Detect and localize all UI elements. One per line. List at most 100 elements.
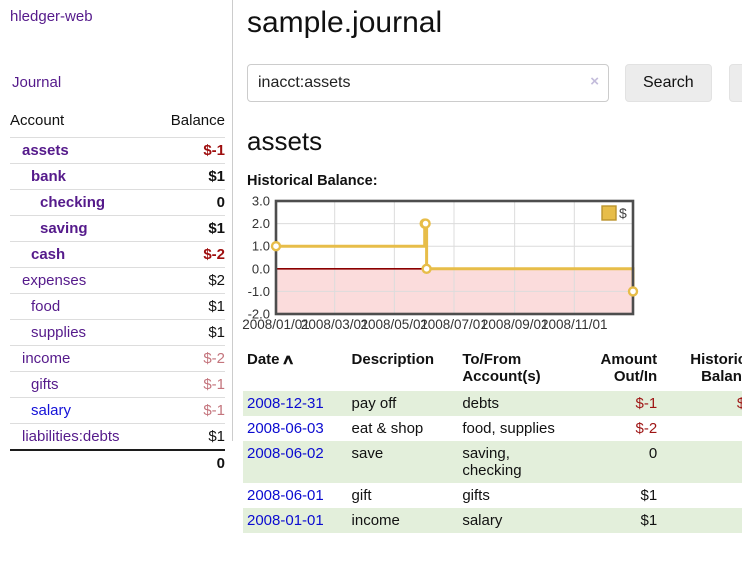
sidebar-account-link[interactable]: liabilities:debts — [22, 428, 120, 445]
sidebar-account-link[interactable]: supplies — [31, 324, 87, 341]
register-table: Date∧ Description To/From Account(s) Amo… — [243, 349, 742, 533]
search-input[interactable] — [247, 64, 609, 102]
y-tick-label: -1.0 — [248, 284, 270, 299]
accounts-column-balance: Balance — [170, 112, 225, 129]
sidebar-account-link[interactable]: cash — [31, 246, 66, 263]
sidebar-account-link[interactable]: food — [31, 298, 61, 315]
app-window: hledger-web Journal Account Balance asse… — [0, 0, 742, 533]
transaction-balance: $2 — [662, 441, 742, 483]
transaction-description: eat & shop — [351, 420, 424, 437]
transaction-date-link[interactable]: 2008-06-03 — [247, 420, 324, 437]
column-description: Description — [351, 351, 435, 368]
x-tick-label: 2008/01/01 — [242, 317, 310, 332]
x-tick-label: 2008/09/01 — [481, 317, 549, 332]
transaction-accounts: food, supplies — [462, 420, 555, 437]
y-tick-label: 0.0 — [252, 261, 270, 276]
transaction-date-link[interactable]: 2008-06-02 — [247, 445, 324, 462]
transaction-amount: $1 — [640, 487, 658, 504]
search-box: × — [247, 64, 609, 102]
search-form: × Search ? — [247, 64, 742, 102]
sidebar: hledger-web Journal Account Balance asse… — [0, 0, 233, 476]
transaction-balance: $1 — [662, 508, 742, 533]
column-amount: Amount Out/In — [600, 351, 658, 385]
page-title: sample.journal — [247, 6, 443, 39]
help-button[interactable]: ? — [728, 64, 742, 102]
transaction-amount: 0 — [648, 445, 658, 462]
column-balance: Historical Balance — [690, 351, 742, 385]
transaction-date-link[interactable]: 2008-01-01 — [247, 512, 324, 529]
transaction-description: pay off — [351, 395, 397, 412]
register-row: 2008-06-02 save saving, checking 0$2 — [243, 441, 742, 483]
transaction-accounts: salary — [462, 512, 503, 529]
sidebar-account-link[interactable]: expenses — [22, 272, 87, 289]
account-balance: $-1 — [153, 137, 225, 164]
register-row: 2008-01-01 income salary $1$1 — [243, 508, 742, 533]
accounts-total-spacer — [10, 449, 154, 476]
transaction-description: income — [351, 512, 400, 529]
chart-title: Historical Balance: — [247, 173, 378, 189]
sidebar-account-link[interactable]: checking — [40, 194, 106, 211]
transaction-date-link[interactable]: 2008-12-31 — [247, 395, 324, 412]
historical-balance-chart[interactable]: $3.0 2.0 1.0 0.0 -1.0 -2.02008/01/012008/03/0… — [242, 194, 647, 333]
register-header-row: Date∧ Description To/From Account(s) Amo… — [243, 349, 742, 391]
sidebar-account-link[interactable]: gifts — [31, 376, 59, 393]
transaction-balance: $2 — [662, 483, 742, 508]
sidebar-account-link[interactable]: saving — [40, 220, 88, 237]
column-date[interactable]: Date∧ — [247, 351, 295, 368]
account-balance: $2 — [153, 267, 225, 294]
transaction-balance: $-1 — [736, 395, 742, 412]
sidebar-item-journal[interactable]: Journal — [12, 74, 62, 91]
transaction-description: save — [351, 445, 384, 462]
accounts-total-row: 0 — [10, 449, 225, 476]
column-accounts: To/From Account(s) — [462, 351, 541, 385]
brand-link[interactable]: hledger-web — [10, 8, 93, 25]
account-balance: $1 — [153, 163, 225, 190]
transaction-amount: $-2 — [635, 420, 658, 437]
x-tick-label: 2008/07/01 — [420, 317, 488, 332]
account-row: supplies $1 — [10, 319, 225, 346]
x-tick-label: 2008/05/01 — [361, 317, 429, 332]
account-row: checking 0 — [10, 189, 225, 216]
account-balance: $1 — [153, 293, 225, 320]
y-tick-label: -2.0 — [248, 307, 270, 322]
account-row: expenses $2 — [10, 267, 225, 294]
register-row: 2008-06-01 gift gifts $1$2 — [243, 483, 742, 508]
account-balance: $-2 — [153, 345, 225, 372]
transaction-accounts: saving, checking — [462, 445, 522, 479]
account-row: cash $-2 — [10, 241, 225, 268]
y-tick-label: 1.0 — [252, 239, 270, 254]
plot-border — [274, 199, 635, 316]
register-row: 2008-06-03 eat & shop food, supplies $-20 — [243, 416, 742, 441]
transaction-description: gift — [351, 487, 372, 504]
transaction-accounts: debts — [462, 395, 500, 412]
account-row: food $1 — [10, 293, 225, 320]
account-row: liabilities:debts $1 — [10, 423, 225, 450]
data-point — [270, 241, 282, 252]
transaction-accounts: gifts — [462, 487, 490, 504]
account-row: saving $1 — [10, 215, 225, 242]
sidebar-account-link[interactable]: income — [22, 350, 71, 367]
account-row: bank $1 — [10, 163, 225, 190]
account-row: salary $-1 — [10, 397, 225, 424]
sidebar-account-link[interactable]: salary — [31, 402, 72, 419]
accounts-header-row: Account Balance — [10, 112, 225, 138]
account-row: gifts $-1 — [10, 371, 225, 398]
y-tick-label: 2.0 — [252, 216, 270, 231]
account-balance: $-1 — [153, 371, 225, 398]
transaction-amount: $1 — [640, 512, 658, 529]
y-tick-label: 3.0 — [252, 194, 270, 209]
account-balance: $1 — [153, 423, 225, 450]
clear-search-icon[interactable]: × — [590, 73, 599, 90]
x-tick-label: 2008/03/01 — [301, 317, 369, 332]
account-balance: $1 — [153, 319, 225, 346]
search-button[interactable]: Search — [625, 64, 712, 102]
sidebar-account-link[interactable]: bank — [31, 168, 67, 185]
account-row: assets $-1 — [10, 137, 225, 164]
account-balance: $-2 — [153, 241, 225, 268]
transaction-date-link[interactable]: 2008-06-01 — [247, 487, 324, 504]
data-point — [627, 286, 639, 297]
register-row: 2008-12-31 pay off debts $-1 $-1 — [243, 391, 742, 416]
account-balance: 0 — [153, 189, 225, 216]
account-heading: assets — [247, 126, 323, 156]
sidebar-account-link[interactable]: assets — [22, 142, 69, 159]
